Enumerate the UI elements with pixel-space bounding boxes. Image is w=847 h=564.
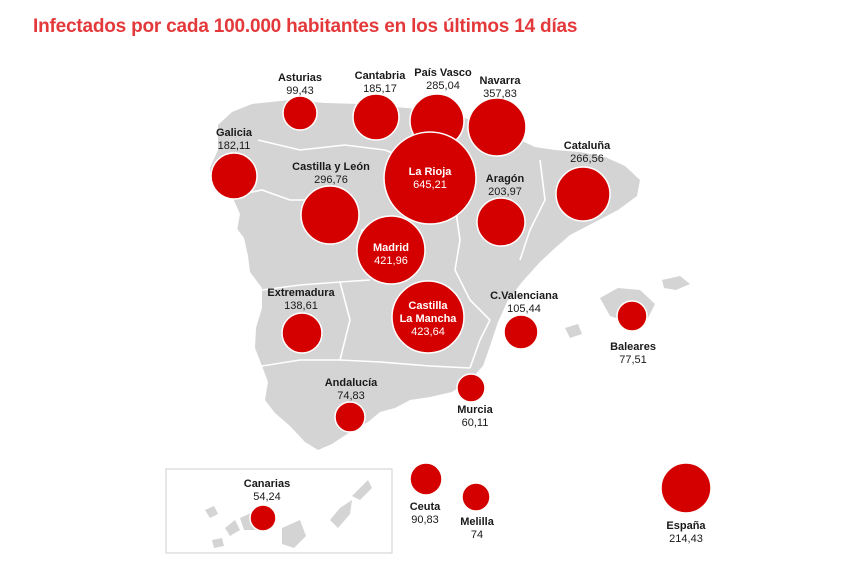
label-madrid-name: Madrid [373, 242, 409, 254]
label-pais-vasco-value: 285,04 [426, 80, 460, 92]
bubble-navarra [467, 97, 527, 157]
label-castilla-leon-value: 296,76 [314, 174, 348, 186]
label-la-rioja-name: La Rioja [409, 166, 453, 178]
map-title: Infectados por cada 100.000 habitantes e… [33, 16, 578, 37]
bubble-madrid [356, 215, 426, 285]
label-andalucia-name: Andalucía [325, 377, 378, 389]
label-aragon-name: Aragón [486, 173, 525, 185]
bubble-galicia [210, 152, 258, 200]
bubble-andalucia [334, 401, 366, 433]
label-aragon-value: 203,97 [488, 186, 522, 198]
peninsula-land [210, 100, 640, 450]
label-navarra-value: 357,83 [483, 88, 517, 100]
label-la-rioja-value: 645,21 [413, 179, 447, 191]
label-murcia-value: 60,11 [462, 417, 489, 429]
label-madrid-value: 421,96 [374, 255, 408, 267]
label-castilla-la-mancha-value: 423,64 [411, 326, 445, 338]
label-espana-name: España [666, 520, 706, 532]
label-extremadura-value: 138,61 [284, 300, 318, 312]
label-c-valenciana-value: 105,44 [507, 303, 541, 315]
bubble-baleares [616, 300, 648, 332]
menorca-land [662, 276, 690, 290]
label-cantabria-name: Cantabria [355, 70, 407, 82]
bubble-asturias [282, 95, 318, 131]
label-murcia-name: Murcia [457, 404, 493, 416]
bubble-cantabria [352, 93, 400, 141]
label-melilla-value: 74 [471, 529, 483, 541]
bubble-castilla-la-mancha [391, 280, 465, 354]
label-castilla-la-mancha-name-2: La Mancha [400, 313, 458, 325]
bubble-castilla-leon [300, 185, 360, 245]
bubble-cataluna [555, 166, 611, 222]
label-asturias-name: Asturias [278, 72, 322, 84]
bubble-murcia [456, 373, 486, 403]
bubble-espana [660, 462, 712, 514]
label-ceuta-name: Ceuta [410, 501, 441, 513]
label-baleares-value: 77,51 [619, 354, 647, 366]
bubble-canarias [249, 504, 277, 532]
label-c-valenciana-name: C.Valenciana [490, 290, 559, 302]
label-asturias-value: 99,43 [286, 85, 314, 97]
label-melilla-name: Melilla [460, 516, 495, 528]
bubble-ceuta [409, 462, 443, 496]
label-galicia-value: 182,11 [218, 140, 251, 152]
bubbles [210, 93, 712, 532]
label-espana-value: 214,43 [669, 533, 703, 545]
labels: Asturias 99,43 Cantabria 185,17 País Vas… [216, 67, 706, 545]
bubble-extremadura [281, 312, 323, 354]
label-baleares-name: Baleares [610, 341, 656, 353]
ibiza-land [565, 324, 582, 338]
label-castilla-leon-name: Castilla y León [292, 161, 370, 173]
label-cantabria-value: 185,17 [363, 83, 397, 95]
label-cataluna-name: Cataluña [564, 140, 611, 152]
portugal-area [200, 190, 262, 412]
label-canarias-value: 54,24 [253, 491, 281, 503]
bubble-melilla [461, 482, 491, 512]
label-andalucia-value: 74,83 [337, 390, 365, 402]
bubble-c-valenciana [503, 314, 539, 350]
label-canarias-name: Canarias [244, 478, 290, 490]
label-cataluna-value: 266,56 [570, 153, 604, 165]
bubble-aragon [476, 197, 526, 247]
label-ceuta-value: 90,83 [411, 514, 439, 526]
label-pais-vasco-name: País Vasco [414, 67, 472, 79]
canary-islands-land [205, 480, 372, 548]
label-extremadura-name: Extremadura [267, 287, 335, 299]
label-castilla-la-mancha-name-1: Castilla [408, 300, 448, 312]
label-galicia-name: Galicia [216, 127, 253, 139]
bubble-la-rioja [383, 131, 477, 225]
canarias-inset-frame [165, 468, 393, 554]
label-navarra-name: Navarra [480, 75, 522, 87]
